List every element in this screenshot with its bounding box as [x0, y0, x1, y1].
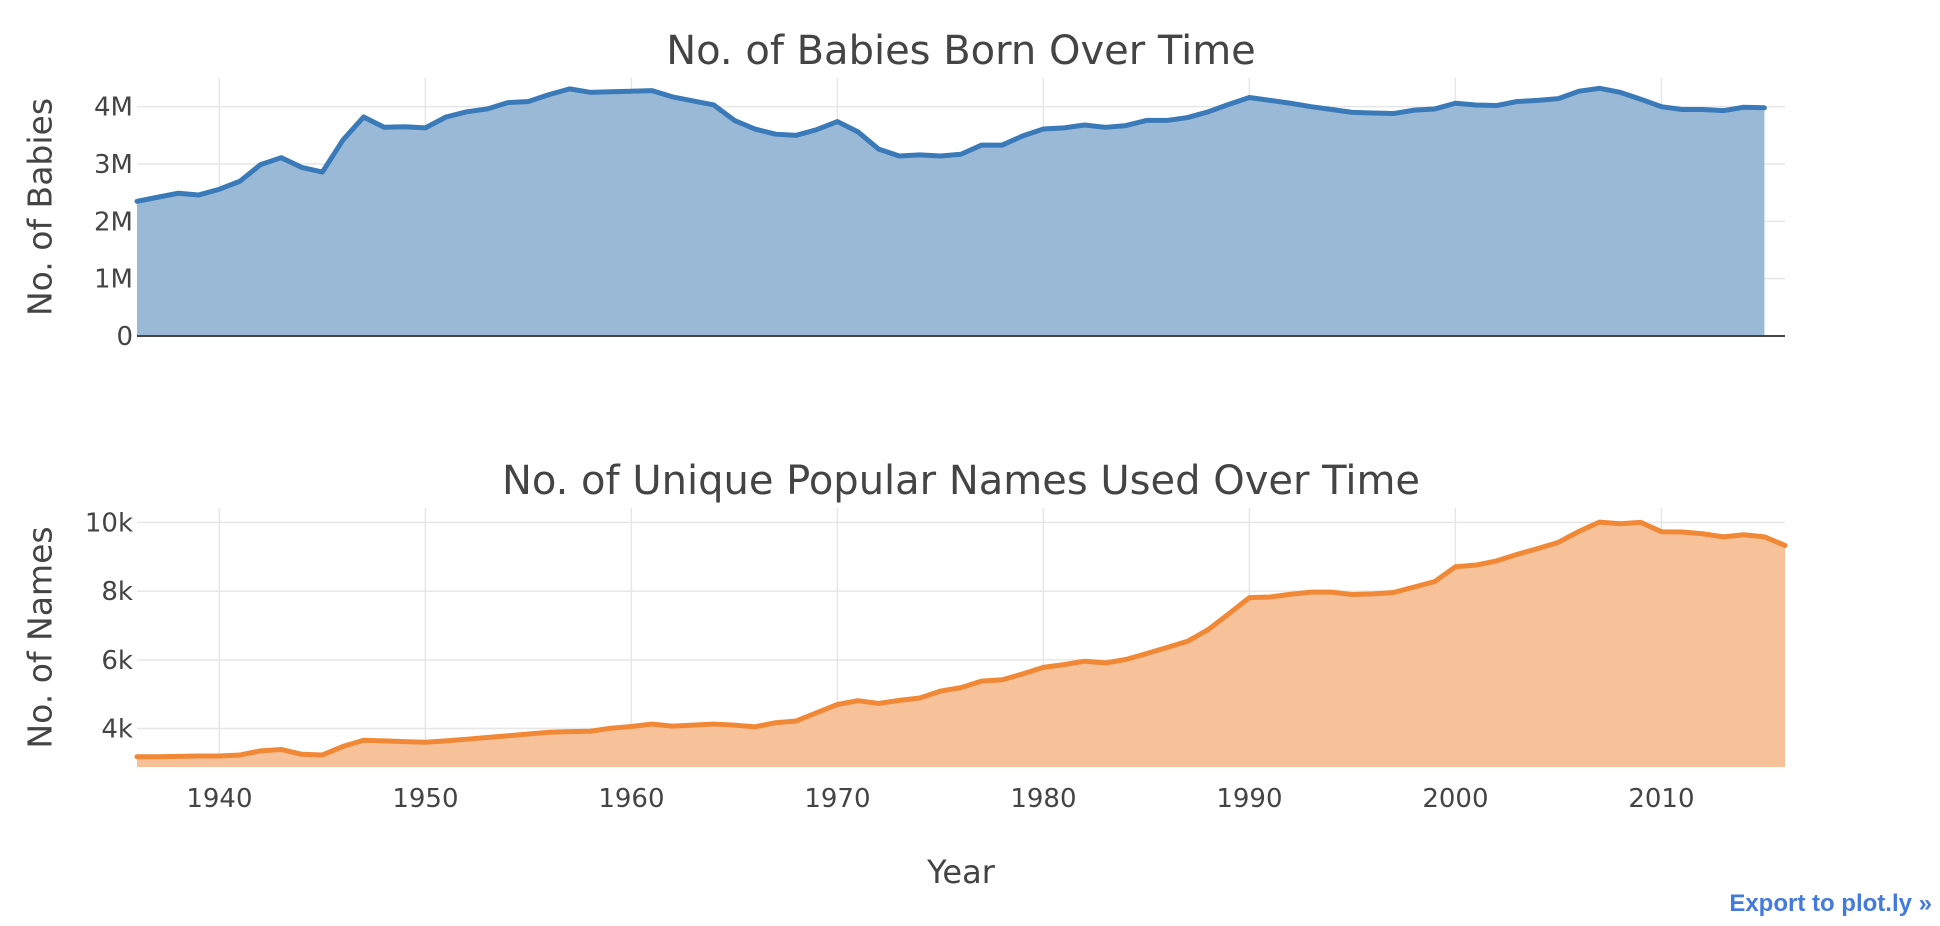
x-tick-label: 1940 [186, 784, 252, 814]
unique-names-chart: 4k 6k 8k 10k 1940 1950 1960 1970 1980 1990 2000 201… [21, 458, 1788, 891]
series-line [134, 519, 1788, 760]
x-tick-label: 1970 [804, 784, 870, 814]
chart-title: No. of Unique Popular Names Used Over Ti… [502, 458, 1420, 504]
export-to-plotly-link[interactable]: Export to plot.ly » [1729, 890, 1932, 917]
y-tick-label: 8k [101, 577, 133, 607]
x-tick-label: 1960 [598, 784, 664, 814]
y-tick-label: 0 [116, 322, 133, 352]
x-tick-label: 1990 [1216, 784, 1282, 814]
y-tick-label: 4M [94, 93, 133, 123]
y-tick-label: 1M [94, 265, 133, 295]
x-tick-label: 1950 [392, 784, 458, 814]
y-tick-label: 4k [101, 715, 133, 745]
y-tick-label: 3M [94, 150, 133, 180]
y-axis-label: No. of Names [21, 526, 60, 748]
series-area [137, 88, 1765, 336]
x-tick-label: 1980 [1010, 784, 1076, 814]
x-tick-label: 2000 [1422, 784, 1488, 814]
y-axis-label: No. of Babies [21, 98, 60, 316]
series-area [137, 522, 1785, 767]
x-axis-label: Year [926, 853, 996, 891]
series-line [134, 85, 1767, 204]
y-tick-label: 10k [85, 508, 133, 538]
babies-born-chart: 0 1M 2M 3M 4M No. of Babies Born Over Time No.… [21, 28, 1785, 352]
chart-title: No. of Babies Born Over Time [666, 28, 1256, 74]
y-tick-label: 2M [94, 207, 133, 237]
y-tick-label: 6k [101, 646, 133, 676]
x-tick-label: 2010 [1628, 784, 1694, 814]
